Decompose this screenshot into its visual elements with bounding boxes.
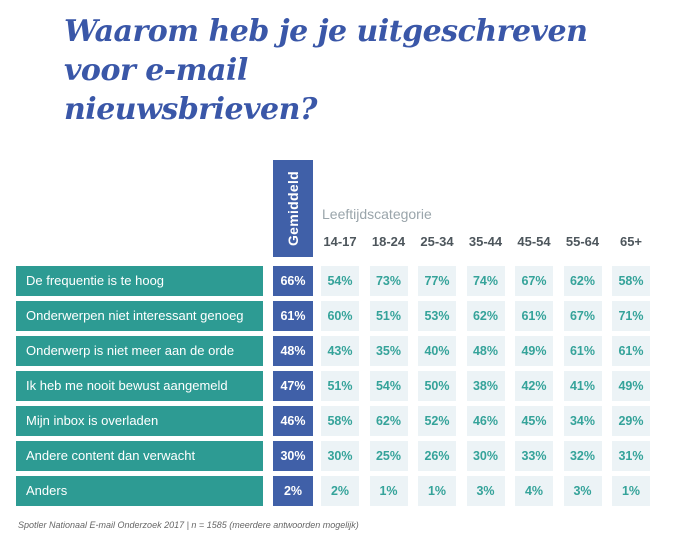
value-cell: 30% bbox=[321, 441, 359, 471]
value-cell: 40% bbox=[418, 336, 456, 366]
value-cell: 45% bbox=[515, 406, 553, 436]
value-cell: 3% bbox=[466, 476, 505, 506]
value-cell: 2% bbox=[321, 476, 359, 506]
value-cell: 71% bbox=[612, 301, 650, 331]
age-group-label: Leeftijdscategorie bbox=[322, 206, 432, 222]
value-cell: 42% bbox=[515, 371, 553, 401]
value-cell: 26% bbox=[418, 441, 456, 471]
reason-label: Onderwerp is niet meer aan de orde bbox=[16, 336, 263, 366]
source-note: Spotler Nationaal E-mail Onderzoek 2017 … bbox=[18, 520, 359, 530]
value-cell: 54% bbox=[369, 371, 408, 401]
value-cell: 52% bbox=[418, 406, 456, 436]
age-column-header-45-54: 45-54 bbox=[517, 234, 551, 249]
average-value-cell: 48% bbox=[273, 336, 313, 366]
title-line-2: nieuwsbrieven? bbox=[64, 92, 318, 127]
value-cell: 33% bbox=[515, 441, 553, 471]
average-value-cell: 2% bbox=[273, 476, 313, 506]
table-row: Onderwerp is niet meer aan de orde 48% 4… bbox=[16, 336, 650, 366]
table-row: Mijn inbox is overladen 46% 58% 62% 52% … bbox=[16, 406, 650, 436]
table-row: Anders 2% 2% 1% 1% 3% 4% 3% 1% bbox=[16, 476, 650, 506]
age-column-header-35-44: 35-44 bbox=[468, 234, 503, 249]
value-cell: 51% bbox=[369, 301, 408, 331]
value-cell: 58% bbox=[321, 406, 359, 436]
page-title: Waarom heb je je uitgeschreven voor e-ma… bbox=[64, 12, 644, 129]
average-value-cell: 30% bbox=[273, 441, 313, 471]
value-cell: 62% bbox=[466, 301, 505, 331]
value-cell: 51% bbox=[321, 371, 359, 401]
value-cell: 67% bbox=[563, 301, 602, 331]
value-cell: 54% bbox=[321, 266, 359, 296]
average-value-cell: 61% bbox=[273, 301, 313, 331]
value-cell: 32% bbox=[563, 441, 602, 471]
value-cell: 62% bbox=[563, 266, 602, 296]
value-cell: 31% bbox=[612, 441, 650, 471]
value-cell: 61% bbox=[563, 336, 602, 366]
reason-label: Anders bbox=[16, 476, 263, 506]
title-line-1: Waarom heb je je uitgeschreven voor e-ma… bbox=[64, 14, 588, 88]
reason-label: Mijn inbox is overladen bbox=[16, 406, 263, 436]
value-cell: 1% bbox=[612, 476, 650, 506]
value-cell: 29% bbox=[612, 406, 650, 436]
table-row: Andere content dan verwacht 30% 30% 25% … bbox=[16, 441, 650, 471]
reason-label: Onderwerpen niet interessant genoeg bbox=[16, 301, 263, 331]
age-column-headers: 14-17 18-24 25-34 35-44 45-54 55-64 65+ bbox=[321, 234, 650, 249]
value-cell: 38% bbox=[466, 371, 505, 401]
value-cell: 30% bbox=[466, 441, 505, 471]
value-cell: 46% bbox=[466, 406, 505, 436]
average-column-header-label: Gemiddeld bbox=[285, 170, 301, 247]
age-column-header-18-24: 18-24 bbox=[371, 234, 406, 249]
value-cell: 50% bbox=[418, 371, 456, 401]
value-cell: 60% bbox=[321, 301, 359, 331]
value-cell: 34% bbox=[563, 406, 602, 436]
table-row: Onderwerpen niet interessant genoeg 61% … bbox=[16, 301, 650, 331]
reason-label: De frequentie is te hoog bbox=[16, 266, 263, 296]
table-row: De frequentie is te hoog 66% 54% 73% 77%… bbox=[16, 266, 650, 296]
value-cell: 74% bbox=[466, 266, 505, 296]
average-value-cell: 46% bbox=[273, 406, 313, 436]
table-row: Ik heb me nooit bewust aangemeld 47% 51%… bbox=[16, 371, 650, 401]
value-cell: 43% bbox=[321, 336, 359, 366]
average-column-header: Gemiddeld bbox=[273, 160, 313, 257]
value-cell: 49% bbox=[515, 336, 553, 366]
age-column-header-65plus: 65+ bbox=[619, 234, 643, 249]
value-cell: 35% bbox=[369, 336, 408, 366]
average-value-cell: 47% bbox=[273, 371, 313, 401]
age-column-header-55-64: 55-64 bbox=[565, 234, 600, 249]
reason-label: Ik heb me nooit bewust aangemeld bbox=[16, 371, 263, 401]
value-cell: 25% bbox=[369, 441, 408, 471]
data-table: De frequentie is te hoog 66% 54% 73% 77%… bbox=[16, 266, 650, 511]
age-column-header-25-34: 25-34 bbox=[420, 234, 454, 249]
value-cell: 61% bbox=[515, 301, 553, 331]
value-cell: 41% bbox=[563, 371, 602, 401]
reason-label: Andere content dan verwacht bbox=[16, 441, 263, 471]
value-cell: 73% bbox=[369, 266, 408, 296]
age-column-header-14-17: 14-17 bbox=[323, 234, 357, 249]
value-cell: 58% bbox=[612, 266, 650, 296]
value-cell: 61% bbox=[612, 336, 650, 366]
value-cell: 1% bbox=[369, 476, 408, 506]
value-cell: 62% bbox=[369, 406, 408, 436]
value-cell: 3% bbox=[563, 476, 602, 506]
value-cell: 77% bbox=[418, 266, 456, 296]
average-value-cell: 66% bbox=[273, 266, 313, 296]
value-cell: 53% bbox=[418, 301, 456, 331]
value-cell: 67% bbox=[515, 266, 553, 296]
value-cell: 49% bbox=[612, 371, 650, 401]
value-cell: 1% bbox=[418, 476, 456, 506]
value-cell: 48% bbox=[466, 336, 505, 366]
value-cell: 4% bbox=[515, 476, 553, 506]
